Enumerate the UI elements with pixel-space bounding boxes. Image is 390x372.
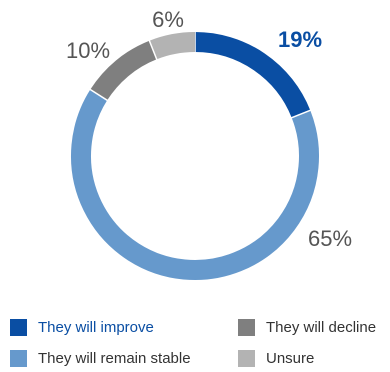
slice-label-decline: 10%: [66, 38, 110, 63]
legend-label-improve: They will improve: [38, 318, 154, 336]
slice-stable: [71, 89, 319, 280]
slice-label-stable: 65%: [308, 226, 352, 251]
legend-item-improve: They will improve: [10, 316, 154, 338]
donut-labels: 19% 65% 10% 6%: [66, 7, 352, 251]
slice-unsure: [149, 32, 196, 60]
slice-label-improve: 19%: [278, 27, 322, 52]
legend-item-decline: They will decline: [238, 316, 376, 338]
slice-decline: [90, 40, 157, 101]
legend-item-unsure: Unsure: [238, 347, 314, 369]
donut-chart: 19% 65% 10% 6%: [66, 7, 352, 280]
donut-slices: [71, 31, 319, 280]
legend-label-unsure: Unsure: [266, 349, 315, 367]
legend-item-stable: They will remain stable: [10, 347, 191, 369]
slice-label-unsure: 6%: [152, 7, 184, 32]
legend: They will improve They will decline They…: [10, 316, 390, 372]
legend-swatch-stable: [10, 349, 27, 367]
legend-label-decline: They will decline: [266, 318, 377, 336]
slice-improve: [194, 32, 311, 118]
slice-separator-stable: [290, 109, 312, 119]
slice-separator-decline: [89, 88, 109, 102]
legend-swatch-unsure: [238, 349, 255, 367]
legend-label-stable: They will remain stable: [38, 349, 191, 367]
slice-separator-unsure: [148, 39, 158, 61]
legend-swatch-improve: [10, 318, 27, 336]
legend-swatch-decline: [238, 318, 255, 336]
